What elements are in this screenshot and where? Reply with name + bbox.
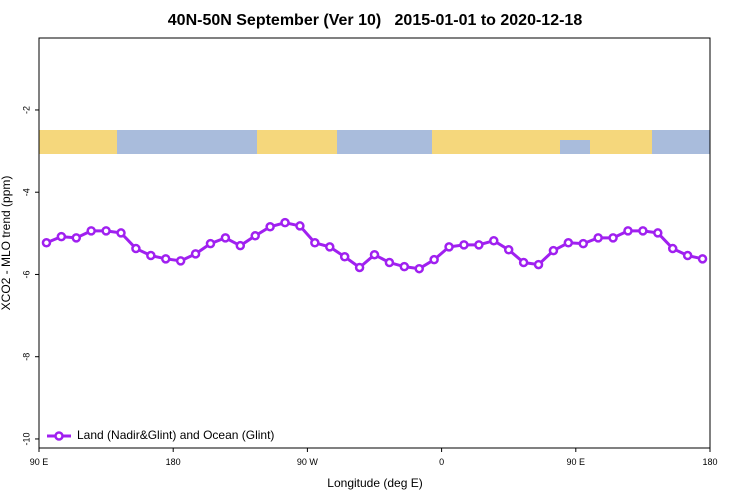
data-point [160, 254, 171, 264]
x-tick-label: 90 W [297, 457, 319, 467]
y-tick-label: -2 [21, 106, 31, 114]
legend-label: Land (Nadir&Glint) and Ocean (Glint) [77, 428, 274, 442]
data-point [146, 250, 156, 261]
chart-title: 40N-50N September (Ver 10) 2015-01-01 to… [168, 12, 583, 29]
data-point [190, 249, 201, 259]
data-point [548, 245, 559, 256]
data-point [623, 226, 633, 236]
data-point [310, 238, 320, 248]
y-axis-label: XCO2 - MLO trend (ppm) [0, 176, 13, 311]
data-point [175, 256, 186, 266]
plot-frame [38, 37, 711, 449]
data-point [399, 261, 410, 272]
data-point [459, 240, 469, 250]
y-tick-label: -4 [21, 188, 31, 196]
data-point [414, 263, 424, 274]
data-point [369, 249, 380, 260]
data-point [697, 254, 708, 264]
data-point [101, 226, 111, 236]
data-point [354, 262, 365, 273]
data-point [474, 240, 484, 250]
x-tick-label: 0 [439, 457, 444, 467]
data-point [41, 238, 52, 248]
map-strip [39, 130, 710, 154]
data-point [533, 259, 544, 270]
data-point [295, 221, 305, 231]
data-point [593, 233, 603, 243]
x-tick-label: 90 E [30, 457, 49, 467]
y-tick-label: -10 [21, 432, 31, 445]
data-point [56, 231, 67, 242]
data-point [250, 231, 260, 241]
data-point [444, 242, 454, 252]
x-tick-label: 90 E [567, 457, 586, 467]
data-point [489, 235, 499, 246]
data-point [503, 245, 514, 255]
data-point [220, 233, 231, 243]
data-point [280, 217, 290, 228]
data-point [116, 228, 126, 238]
data-point [325, 242, 335, 252]
y-tick-label: -6 [21, 270, 31, 278]
x-tick-label: 180 [702, 457, 717, 467]
data-point [429, 254, 439, 265]
data-point [384, 257, 395, 268]
data-point [563, 238, 574, 248]
x-axis-label: Longitude (deg E) [327, 476, 422, 490]
data-point [265, 222, 275, 232]
x-tick-label: 180 [166, 457, 181, 467]
data-point [682, 250, 693, 261]
data-point [86, 226, 96, 236]
data-point [638, 226, 648, 236]
y-tick-label: -8 [21, 353, 31, 361]
data-point [71, 233, 82, 243]
data-point [653, 228, 663, 238]
data-point [578, 238, 589, 249]
data-point [205, 238, 216, 249]
data-point [235, 240, 246, 251]
data-point [608, 233, 618, 243]
series-line [45, 221, 703, 271]
legend-marker [54, 431, 64, 441]
data-point [667, 243, 678, 254]
data-point [131, 243, 141, 254]
data-point [518, 257, 529, 268]
data-point [339, 252, 350, 262]
